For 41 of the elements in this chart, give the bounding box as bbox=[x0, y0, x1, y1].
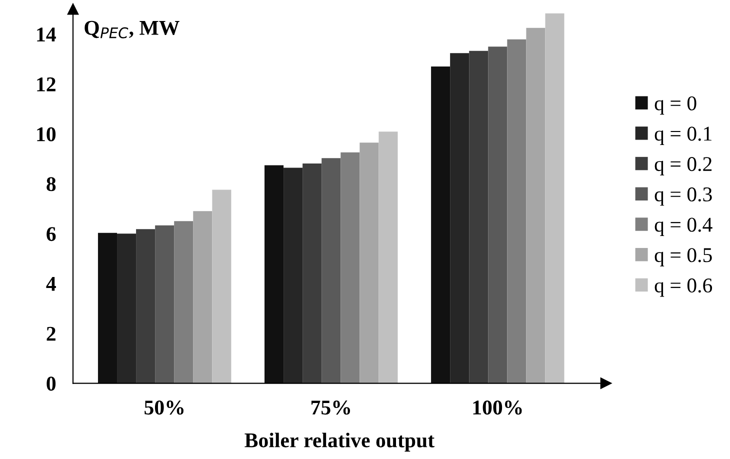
x-tick-label: 100% bbox=[473, 400, 522, 415]
bar bbox=[507, 39, 526, 384]
bar bbox=[378, 132, 398, 384]
legend-label: q = 0.5 bbox=[654, 248, 712, 266]
bar bbox=[488, 46, 508, 384]
bar bbox=[302, 164, 322, 384]
bar bbox=[431, 66, 450, 384]
bar bbox=[284, 168, 303, 384]
x-axis-title: Boiler relative output bbox=[244, 432, 434, 452]
bar bbox=[212, 190, 232, 384]
legend-label: q = 0.3 bbox=[654, 187, 712, 206]
legend-label: q = 0.6 bbox=[654, 278, 712, 297]
y-tick-label: 6 bbox=[46, 227, 56, 242]
bar bbox=[98, 232, 118, 384]
bar bbox=[526, 28, 546, 384]
bar bbox=[340, 152, 360, 384]
bar bbox=[322, 158, 341, 384]
y-tick-label: 12 bbox=[37, 77, 56, 92]
bar bbox=[545, 13, 564, 384]
legend-label: q = 0.4 bbox=[654, 218, 712, 236]
x-tick-label: 75% bbox=[311, 400, 350, 415]
y-tick-label: 14 bbox=[37, 28, 56, 42]
legend-label: q = 0.2 bbox=[654, 157, 712, 176]
bar bbox=[193, 211, 212, 384]
bar bbox=[117, 234, 136, 384]
y-tick-label: 10 bbox=[37, 127, 56, 142]
bar bbox=[264, 165, 284, 384]
bar bbox=[450, 53, 470, 384]
y-tick-label: 0 bbox=[46, 376, 56, 391]
y-tick-label: 2 bbox=[46, 326, 56, 341]
bar bbox=[136, 229, 156, 384]
y-tick-label: 4 bbox=[46, 277, 56, 291]
legend-label: q = 0 bbox=[654, 96, 696, 115]
bar bbox=[155, 225, 174, 384]
y-axis-title: Q$_{PEC}$, MW bbox=[84, 20, 180, 38]
bar bbox=[469, 50, 488, 384]
bar bbox=[360, 142, 379, 384]
y-tick-label: 8 bbox=[46, 177, 56, 192]
legend-label: q = 0.1 bbox=[654, 126, 712, 145]
bar bbox=[174, 221, 194, 384]
x-tick-label: 50% bbox=[144, 400, 184, 415]
